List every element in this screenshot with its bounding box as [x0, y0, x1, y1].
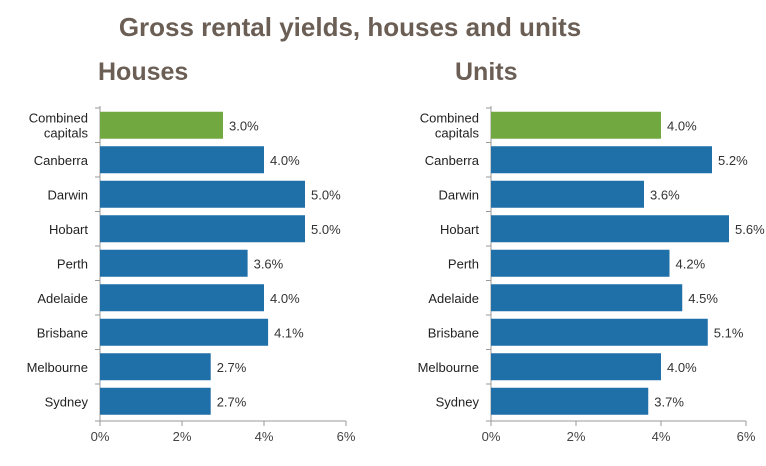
houses-value-label: 5.0%	[311, 187, 341, 202]
houses-bar-1	[100, 146, 264, 174]
houses-category-label: Brisbane	[37, 325, 88, 340]
houses-value-label: 4.0%	[270, 291, 300, 306]
units-value-label: 5.6%	[735, 222, 765, 237]
units-x-tick-label: 6%	[737, 429, 756, 444]
houses-value-label: 4.0%	[270, 153, 300, 168]
units-value-label: 5.2%	[718, 153, 748, 168]
houses-value-label: 5.0%	[311, 222, 341, 237]
units-category-label: Darwin	[439, 187, 479, 202]
houses-bar-0	[100, 111, 223, 139]
houses-category-label: Melbourne	[27, 360, 88, 375]
units-x-tick-label: 4%	[652, 429, 671, 444]
units-category-label: Sydney	[436, 394, 480, 409]
houses-value-label: 2.7%	[217, 394, 247, 409]
houses-bar-2	[100, 180, 305, 208]
units-bar-1	[491, 146, 712, 174]
houses-value-label: 3.6%	[254, 256, 284, 271]
units-bar-2	[491, 180, 644, 208]
units-category-label: Combined capitals	[420, 110, 480, 140]
units-value-label: 3.6%	[650, 187, 680, 202]
houses-category-label: Sydney	[45, 394, 89, 409]
units-bar-3	[491, 215, 729, 243]
units-bar-0	[491, 111, 661, 139]
houses-chart-title: Houses	[98, 58, 189, 86]
units-x-tick-label: 2%	[567, 429, 586, 444]
units-bar-5	[491, 284, 683, 312]
houses-category-label: Hobart	[49, 222, 88, 237]
houses-bar-3	[100, 215, 305, 243]
houses-x-tick-label: 6%	[337, 429, 356, 444]
units-category-label: Hobart	[440, 222, 479, 237]
houses-category-label: Darwin	[48, 187, 88, 202]
houses-bar-5	[100, 284, 264, 312]
houses-value-label: 3.0%	[229, 118, 259, 133]
units-bar-7	[491, 353, 661, 381]
houses-value-label: 2.7%	[217, 360, 247, 375]
units-category-label: Canberra	[425, 153, 480, 168]
houses-category-label: Combined capitals	[29, 110, 89, 140]
units-bar-4	[491, 249, 670, 277]
units-value-label: 4.2%	[676, 256, 706, 271]
units-value-label: 4.5%	[688, 291, 718, 306]
units-chart-title: Units	[455, 58, 518, 86]
units-category-label: Perth	[448, 256, 479, 271]
units-value-label: 4.0%	[667, 118, 697, 133]
units-category-label: Brisbane	[428, 325, 479, 340]
houses-category-label: Adelaide	[37, 291, 88, 306]
houses-bar-8	[100, 387, 211, 415]
houses-x-tick-label: 2%	[173, 429, 192, 444]
houses-x-tick-label: 0%	[91, 429, 110, 444]
units-value-label: 3.7%	[654, 394, 684, 409]
units-bar-8	[491, 387, 649, 415]
houses-bar-4	[100, 249, 248, 277]
units-value-label: 5.1%	[714, 325, 744, 340]
units-bar-6	[491, 318, 708, 346]
houses-category-label: Perth	[57, 256, 88, 271]
chart-main-title: Gross rental yields, houses and units	[118, 12, 582, 42]
houses-value-label: 4.1%	[274, 325, 304, 340]
units-category-label: Melbourne	[418, 360, 479, 375]
units-category-label: Adelaide	[428, 291, 479, 306]
units-x-tick-label: 0%	[482, 429, 501, 444]
units-value-label: 4.0%	[667, 360, 697, 375]
houses-bar-6	[100, 318, 269, 346]
houses-bar-7	[100, 353, 211, 381]
houses-category-label: Canberra	[34, 153, 89, 168]
houses-x-tick-label: 4%	[255, 429, 274, 444]
